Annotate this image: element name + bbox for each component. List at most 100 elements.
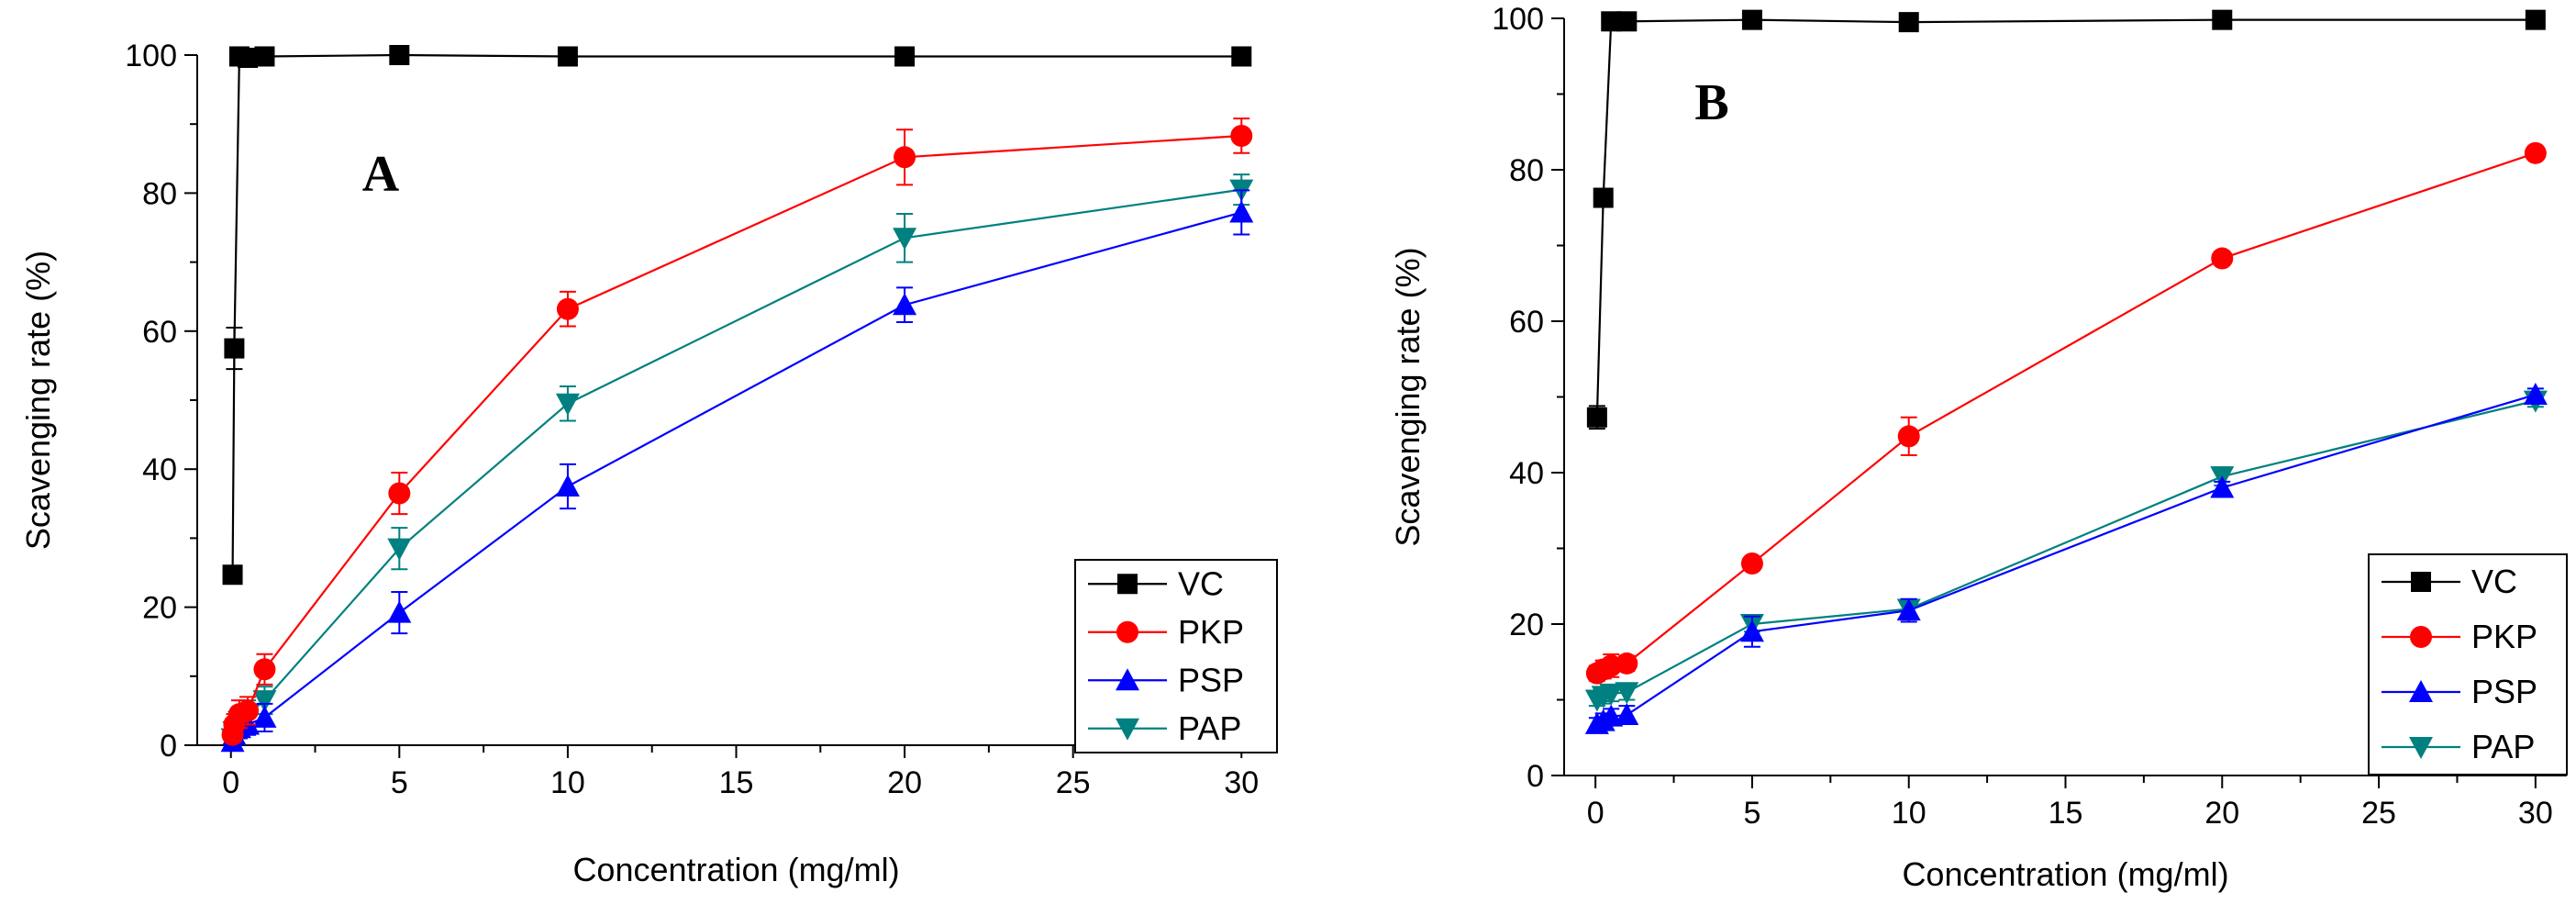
legend: VC PKP PSP PAP — [2368, 553, 2568, 776]
legend-label: VC — [2471, 563, 2517, 600]
legend-marker — [1116, 668, 1139, 691]
data-point — [894, 146, 916, 169]
data-point — [388, 482, 411, 505]
data-point — [1739, 619, 1764, 642]
data-point — [224, 338, 245, 359]
series-line — [231, 53, 1242, 575]
x-tick-label: 5 — [1743, 796, 1760, 831]
data-point — [2524, 141, 2547, 164]
legend-box — [1074, 559, 1278, 753]
legend-item-pkp: PKP — [2382, 618, 2537, 655]
data-point — [389, 45, 410, 65]
legend-item-pap: PAP — [2382, 728, 2535, 765]
data-point — [237, 699, 260, 722]
x-tick-label: 10 — [550, 765, 585, 800]
data-point — [252, 690, 277, 713]
legend-item-pap: PAP — [1088, 709, 1241, 747]
data-point — [387, 538, 412, 561]
x-tick-label: 15 — [2049, 796, 2083, 831]
data-point — [2211, 247, 2234, 270]
data-point — [1231, 46, 1252, 67]
panel-a: 0 5 10 15 20 25 30 0 20 40 60 80 100 Concentration (m… — [19, 39, 1278, 888]
panel-label: A — [362, 146, 400, 203]
data-point — [1615, 682, 1639, 705]
data-point — [1616, 652, 1638, 675]
y-tick-label: 0 — [1527, 759, 1544, 794]
data-point — [1741, 9, 1762, 30]
series-psp — [1584, 383, 2548, 734]
y-tick-label: 20 — [142, 591, 177, 626]
x-tick-label: 25 — [2361, 796, 2396, 831]
y-tick-label: 100 — [125, 39, 177, 73]
data-point — [1616, 11, 1638, 32]
data-point — [1897, 425, 1920, 448]
data-point — [893, 293, 917, 316]
data-point — [2525, 9, 2546, 30]
data-point — [2210, 475, 2235, 498]
legend-item-psp: PSP — [2382, 673, 2537, 710]
data-point — [1898, 12, 1919, 33]
y-tick-label: 60 — [142, 315, 177, 350]
y-tick-label: 80 — [1509, 153, 1544, 188]
data-point — [1896, 598, 1921, 621]
legend-item-pkp: PKP — [1088, 613, 1244, 651]
legend-item-vc: VC — [2382, 563, 2517, 600]
x-tick-label: 25 — [1056, 765, 1091, 800]
data-point — [2212, 9, 2233, 30]
y-tick-label: 40 — [142, 452, 177, 487]
data-point — [1586, 407, 1607, 428]
data-point — [1740, 552, 1763, 575]
x-tick-label: 10 — [1892, 796, 1926, 831]
legend-marker — [1116, 620, 1138, 643]
legend-marker — [2409, 680, 2433, 702]
x-axis-title: Concentration (mg/ml) — [1902, 855, 2228, 893]
y-tick-label: 40 — [1509, 456, 1544, 491]
data-point — [1230, 124, 1253, 147]
y-tick-label: 20 — [1509, 608, 1544, 642]
data-point — [1615, 703, 1639, 725]
data-point — [2523, 383, 2548, 406]
data-point — [254, 46, 275, 67]
x-tick-label: 20 — [887, 765, 922, 800]
y-tick-label: 0 — [160, 729, 177, 764]
y-axis-title: Scavenging rate (%) — [1389, 247, 1427, 546]
series-vc — [222, 45, 1252, 586]
legend-label: PSP — [1178, 661, 1244, 698]
data-point — [893, 228, 917, 251]
data-point — [555, 474, 580, 497]
series-pkp — [221, 117, 1253, 746]
data-point — [252, 705, 277, 728]
x-tick-label: 0 — [222, 765, 239, 800]
x-axis-title: Concentration (mg/ml) — [572, 851, 899, 888]
legend-marker — [1117, 574, 1138, 595]
legend-label: PKP — [2471, 618, 2537, 655]
legend-marker — [2410, 626, 2432, 648]
legend: VC PKP PSP PAP — [1074, 559, 1278, 753]
x-tick-label: 15 — [719, 765, 754, 800]
data-point — [222, 564, 243, 586]
panel-label: B — [1694, 74, 1728, 131]
y-tick-label: 60 — [1509, 305, 1544, 340]
x-tick-label: 30 — [1224, 765, 1259, 800]
legend-box — [2368, 553, 2568, 776]
legend-item-psp: PSP — [1088, 661, 1244, 698]
legend-marker — [2409, 737, 2433, 759]
y-tick-label: 100 — [1492, 2, 1544, 37]
legend-marker — [2411, 572, 2431, 592]
data-point — [387, 600, 412, 623]
series-line — [1595, 18, 2536, 418]
legend-label: PAP — [2471, 728, 2535, 765]
legend-label: VC — [1178, 564, 1224, 602]
legend-marker — [1116, 718, 1139, 741]
data-point — [1601, 11, 1622, 32]
y-axis-title: Scavenging rate (%) — [19, 251, 57, 550]
x-tick-label: 0 — [1587, 796, 1604, 831]
x-tick-label: 30 — [2518, 796, 2553, 831]
x-tick-label: 5 — [391, 765, 408, 800]
y-tick-label: 80 — [142, 176, 177, 211]
data-point — [1593, 187, 1614, 208]
data-point — [1229, 200, 1254, 223]
data-point — [253, 658, 276, 681]
data-point — [557, 46, 578, 67]
